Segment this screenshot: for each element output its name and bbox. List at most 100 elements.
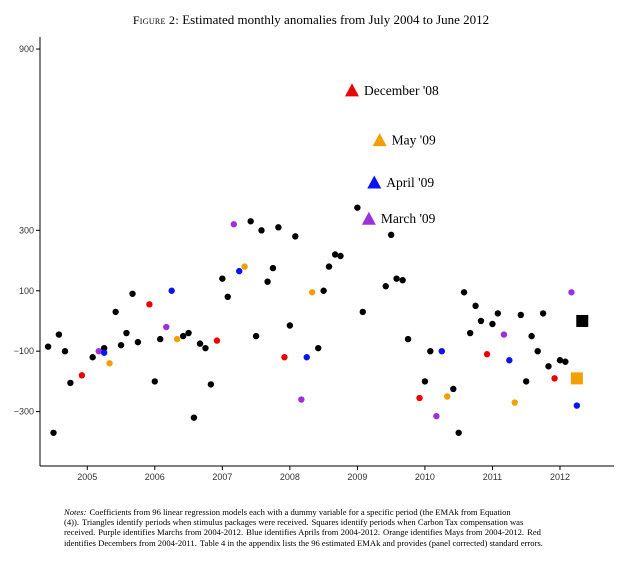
y-tick-label: −300 [14, 407, 34, 417]
point-monthly-estimate [264, 278, 271, 285]
point-april [168, 287, 175, 294]
point-april [100, 349, 108, 356]
x-tick-label: 2005 [77, 472, 97, 482]
point-monthly-estimate [320, 287, 327, 294]
point-monthly-estimate [67, 379, 74, 387]
point-monthly-estimate [472, 302, 479, 310]
point-monthly-estimate [89, 354, 96, 361]
point-monthly-estimate [196, 340, 204, 347]
point-may [173, 335, 181, 343]
x-tick-label: 2009 [347, 472, 367, 482]
point-monthly-estimate [466, 329, 474, 337]
point-december [416, 394, 423, 402]
x-tick-label: 2008 [280, 472, 300, 482]
data-marks [44, 83, 589, 436]
point-monthly-estimate [252, 332, 260, 340]
point-april [303, 354, 310, 361]
point-monthly-estimate [224, 293, 231, 300]
point-december [78, 372, 86, 379]
point-april [236, 267, 243, 275]
carbon-tax-square [570, 372, 583, 385]
point-may [511, 399, 518, 406]
point-monthly-estimate [55, 331, 63, 338]
point-monthly-estimate [286, 322, 294, 329]
point-monthly-estimate [545, 363, 552, 370]
figure-label: Figure 2: [132, 13, 179, 27]
stimulus-triangle [367, 175, 382, 189]
x-tick-label: 2012 [550, 472, 570, 482]
point-monthly-estimate [275, 224, 282, 231]
x-tick-label: 2007 [212, 472, 232, 482]
point-monthly-estimate [185, 329, 192, 337]
stimulus-label: May '09 [392, 133, 436, 148]
point-monthly-estimate [179, 332, 187, 340]
point-monthly-estimate [523, 378, 530, 385]
point-march [230, 221, 238, 228]
notes-sentence-8: Table 4 in the appendix lists the 96 est… [199, 537, 543, 548]
point-may [308, 289, 316, 296]
notes-label: Notes: [64, 507, 87, 517]
notes-sentence-5: Blue identifies Aprils from 2004-2012. [246, 527, 381, 538]
y-tick-label: 100 [19, 286, 34, 296]
point-monthly-estimate [117, 341, 125, 349]
point-march [433, 412, 440, 420]
y-tick-label: 300 [19, 225, 34, 235]
point-monthly-estimate [399, 276, 406, 284]
point-march [500, 331, 508, 338]
notes-sentence-2: Triangles identify periods when stimulus… [82, 517, 309, 528]
notes-sentence-7: Red identifies Decembers from 2004-2011. [64, 527, 541, 548]
point-may [106, 360, 113, 367]
point-april [438, 347, 445, 355]
point-monthly-estimate [129, 290, 136, 297]
notes-sentence-3: Squares identify periods when Carbon Tax… [64, 517, 524, 538]
point-monthly-estimate [528, 332, 535, 340]
point-monthly-estimate [534, 347, 541, 355]
x-tick-label: 2010 [415, 472, 435, 482]
point-december [281, 354, 288, 361]
point-monthly-estimate [337, 252, 344, 260]
point-monthly-estimate [219, 275, 226, 282]
y-tick-label: 900 [19, 44, 34, 54]
notes-sentence-4: Purple identifies Marchs from 2004-2012. [98, 527, 244, 538]
annotations: December '08 May '09 April '09 March '09 [364, 83, 439, 226]
stimulus-label: March '09 [381, 211, 436, 226]
point-march [298, 396, 305, 403]
stimulus-triangle [372, 133, 387, 147]
stimulus-label: December '08 [364, 83, 439, 98]
point-monthly-estimate [50, 429, 57, 436]
point-monthly-estimate [455, 429, 462, 436]
point-december [551, 375, 558, 382]
point-march [568, 289, 575, 296]
point-monthly-estimate [562, 358, 569, 365]
point-monthly-estimate [460, 289, 468, 296]
point-april [573, 402, 581, 409]
point-monthly-estimate [556, 357, 564, 364]
stimulus-triangle [344, 83, 359, 97]
carbon-tax-square [576, 314, 589, 327]
axes: 900 300 100 −100 −300 2005 2006 2007 2008 2009 201… [14, 37, 614, 482]
point-monthly-estimate [359, 308, 366, 316]
figure-title: Figure 2: Estimated monthly anomalies fr… [0, 12, 622, 28]
figure-notes: Notes: Coefficients from 96 linear regres… [64, 507, 558, 548]
point-monthly-estimate [292, 233, 299, 240]
point-monthly-estimate [134, 338, 142, 346]
point-monthly-estimate [151, 378, 158, 385]
point-monthly-estimate [354, 204, 361, 211]
point-monthly-estimate [325, 263, 333, 270]
stimulus-triangle [361, 211, 376, 225]
point-monthly-estimate [477, 317, 485, 325]
point-march [95, 347, 102, 355]
point-monthly-estimate [494, 310, 502, 317]
point-march [163, 323, 170, 331]
point-monthly-estimate [427, 347, 434, 355]
x-tick-label: 2006 [145, 472, 165, 482]
point-monthly-estimate [157, 335, 164, 343]
point-monthly-estimate [331, 251, 339, 258]
y-tick-label: −100 [14, 346, 34, 356]
point-monthly-estimate [450, 385, 457, 393]
point-monthly-estimate [387, 231, 395, 239]
point-monthly-estimate [100, 344, 108, 352]
point-monthly-estimate [202, 344, 209, 352]
point-monthly-estimate [382, 283, 389, 290]
point-may [444, 393, 451, 400]
